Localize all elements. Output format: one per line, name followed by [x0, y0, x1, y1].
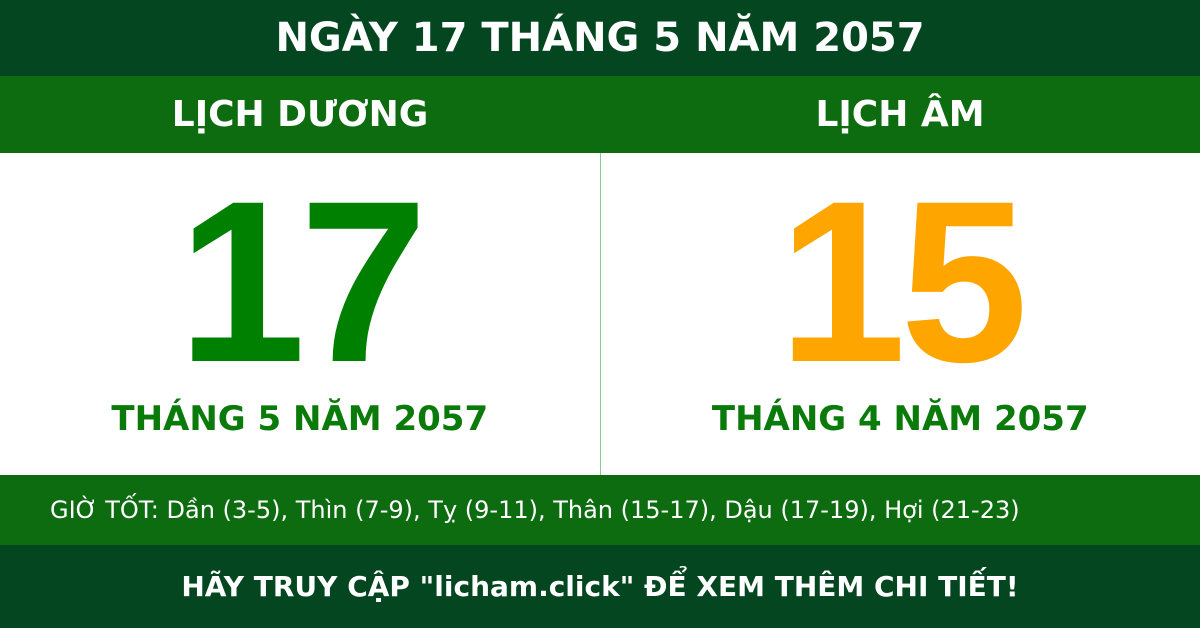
- good-hours: GIỜ TỐT: Dần (3-5), Thìn (7-9), Tỵ (9-11…: [0, 475, 1200, 545]
- column-headings: LỊCH DƯƠNG LỊCH ÂM: [0, 76, 1200, 153]
- lunar-panel: 15 THÁNG 4 NĂM 2057: [601, 153, 1200, 475]
- solar-month-year: THÁNG 5 NĂM 2057: [111, 399, 489, 439]
- lunar-month-year: THÁNG 4 NĂM 2057: [711, 399, 1089, 439]
- lunar-heading: LỊCH ÂM: [815, 94, 985, 135]
- solar-panel: 17 THÁNG 5 NĂM 2057: [0, 153, 601, 475]
- solar-day: 17: [177, 153, 428, 410]
- footer-cta: HÃY TRUY CẬP "licham.click" ĐỂ XEM THÊM …: [0, 545, 1200, 628]
- calendar-body: 17 THÁNG 5 NĂM 2057 15 THÁNG 4 NĂM 2057: [0, 153, 1200, 475]
- page-title: NGÀY 17 THÁNG 5 NĂM 2057: [0, 0, 1200, 76]
- lunar-day: 15: [778, 153, 1028, 410]
- solar-heading: LỊCH DƯƠNG: [171, 94, 429, 135]
